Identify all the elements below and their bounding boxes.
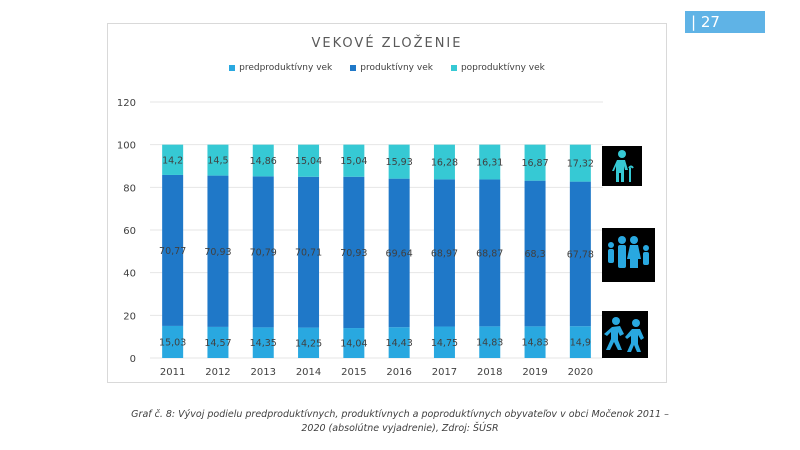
legend-item-predproduktivny: predproduktívny vek bbox=[229, 63, 332, 73]
legend-label: predproduktívny vek bbox=[239, 63, 333, 73]
y-tick-label: 60 bbox=[123, 226, 136, 237]
bar-segment bbox=[252, 144, 274, 177]
data-label: 70,79 bbox=[250, 247, 277, 258]
y-tick-label: 100 bbox=[117, 141, 136, 152]
data-label: 14,83 bbox=[476, 338, 503, 349]
bar-segment bbox=[524, 180, 546, 327]
data-label: 14,35 bbox=[250, 338, 277, 349]
y-tick-label: 80 bbox=[123, 183, 136, 194]
bar-segment bbox=[343, 144, 365, 177]
bar-segment bbox=[433, 179, 455, 327]
bar-segment bbox=[162, 144, 184, 175]
bar-segment bbox=[433, 144, 455, 180]
caption-line-1: Graf č. 8: Vývoj podielu predproduktívny… bbox=[131, 409, 669, 420]
bar-segment bbox=[479, 326, 501, 358]
x-tick-label: 2016 bbox=[386, 367, 411, 378]
data-label: 16,31 bbox=[476, 158, 503, 169]
data-label: 14,75 bbox=[431, 338, 458, 349]
bar-segment bbox=[479, 144, 501, 180]
data-label: 15,04 bbox=[295, 156, 322, 167]
x-tick-label: 2017 bbox=[432, 367, 457, 378]
chart-frame: VEKOVÉ ZLOŽENIE predproduktívny vek prod… bbox=[107, 23, 667, 383]
bar-segment bbox=[162, 325, 184, 358]
data-label: 14,5 bbox=[207, 156, 228, 167]
bar-segment bbox=[298, 327, 320, 358]
bar-segment bbox=[569, 144, 591, 182]
legend-item-poproduktivny: poproduktívny vek bbox=[450, 63, 545, 73]
data-label: 16,28 bbox=[431, 158, 458, 169]
caption-line-2: 2020 (absolútne vyjadrenie), Zdroj: ŠÚSR bbox=[301, 423, 499, 434]
data-label: 70,93 bbox=[340, 248, 367, 259]
legend-label: produktívny vek bbox=[360, 63, 433, 73]
legend-swatch bbox=[350, 65, 357, 71]
bar-segment bbox=[388, 144, 410, 179]
data-label: 70,77 bbox=[159, 246, 186, 257]
x-tick-label: 2018 bbox=[477, 367, 502, 378]
bar-segment bbox=[524, 326, 546, 358]
bar-segment bbox=[207, 144, 229, 176]
data-label: 70,71 bbox=[295, 248, 322, 259]
bar-segment bbox=[524, 144, 546, 181]
bar-segment bbox=[162, 174, 184, 326]
figure-caption: Graf č. 8: Vývoj podielu predproduktívny… bbox=[100, 408, 700, 436]
y-tick-label: 40 bbox=[123, 269, 136, 280]
data-label: 15,03 bbox=[159, 337, 186, 348]
y-tick-label: 120 bbox=[117, 98, 136, 109]
bar-segment bbox=[298, 144, 320, 177]
legend-swatch bbox=[229, 65, 236, 71]
data-label: 14,9 bbox=[570, 338, 591, 349]
data-label: 69,64 bbox=[386, 248, 413, 259]
data-label: 14,83 bbox=[521, 338, 548, 349]
data-label: 14,43 bbox=[386, 338, 413, 349]
data-label: 67,78 bbox=[567, 249, 594, 260]
data-label: 70,93 bbox=[204, 247, 231, 258]
bar-segment bbox=[207, 175, 229, 327]
legend-label: poproduktívny vek bbox=[460, 63, 545, 73]
x-tick-label: 2011 bbox=[160, 367, 185, 378]
data-label: 14,2 bbox=[162, 155, 183, 166]
data-label: 68,97 bbox=[431, 248, 458, 259]
stacked-bar-plot: 0 20 40 60 80 100 120 15,03 70,77 14,2 2011 14,57 70… bbox=[117, 98, 603, 378]
bar-segment bbox=[388, 178, 410, 328]
y-tick-label: 0 bbox=[130, 354, 136, 365]
data-label: 15,93 bbox=[386, 157, 413, 168]
x-tick-label: 2012 bbox=[205, 367, 230, 378]
bar-segment bbox=[433, 326, 455, 358]
bar-segment bbox=[252, 176, 274, 328]
data-label: 14,86 bbox=[250, 156, 277, 167]
bar-segment bbox=[569, 181, 591, 327]
bar-segment bbox=[252, 327, 274, 358]
legend-swatch bbox=[450, 65, 457, 71]
elderly-person-icon bbox=[602, 146, 642, 186]
data-label: 16,87 bbox=[521, 158, 548, 169]
family-icon bbox=[602, 228, 655, 282]
bar-segment bbox=[569, 326, 591, 358]
bar-segment bbox=[207, 326, 229, 358]
page-number: | 27 bbox=[685, 11, 765, 33]
y-tick-label: 20 bbox=[123, 311, 136, 322]
bar-segment bbox=[388, 327, 410, 358]
data-label: 17,32 bbox=[567, 159, 594, 170]
bar-segment bbox=[343, 176, 365, 329]
data-label: 14,57 bbox=[204, 338, 231, 349]
x-tick-label: 2015 bbox=[341, 367, 366, 378]
x-tick-label: 2020 bbox=[568, 367, 593, 378]
children-playing-icon bbox=[602, 311, 648, 358]
data-label: 68,87 bbox=[476, 248, 503, 259]
x-tick-label: 2014 bbox=[296, 367, 321, 378]
chart-title: VEKOVÉ ZLOŽENIE bbox=[311, 36, 463, 51]
bar-segment bbox=[298, 176, 320, 328]
bar-segment bbox=[479, 179, 501, 327]
legend-item-produktivny: produktívny vek bbox=[350, 63, 433, 73]
x-tick-label: 2019 bbox=[522, 367, 547, 378]
data-label: 15,04 bbox=[340, 156, 367, 167]
legend: predproduktívny vek produktívny vek popr… bbox=[108, 63, 666, 73]
bar-segment bbox=[343, 328, 365, 358]
data-label: 14,04 bbox=[340, 339, 367, 350]
data-label: 68,3 bbox=[524, 249, 545, 260]
data-label: 14,25 bbox=[295, 338, 322, 349]
x-tick-label: 2013 bbox=[251, 367, 276, 378]
